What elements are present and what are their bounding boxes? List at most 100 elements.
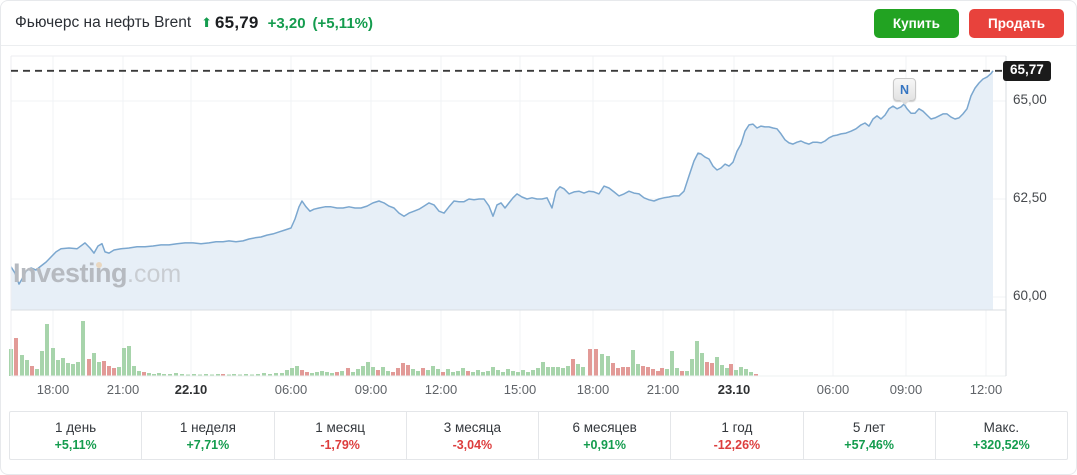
volume-bar [690,359,694,376]
volume-bar [646,367,650,376]
timeframe-tab-1[interactable]: 1 день +5,11% [10,412,141,459]
volume-bar [250,374,254,376]
volume-bar [496,370,500,376]
volume-bar [295,366,299,376]
volume-bar [262,373,266,376]
timeframe-change: +320,52% [973,437,1030,452]
volume-bar [401,363,405,376]
volume-bar [51,348,55,376]
volume-bar [739,367,743,376]
volume-bar [588,349,592,376]
last-price-badge: 65,77 [1003,60,1051,81]
volume-bar [346,368,350,376]
volume-bar [30,366,34,376]
volume-bar [61,358,65,376]
volume-bar [186,374,190,376]
timeframe-tab-4[interactable]: 3 месяца -3,04% [405,412,538,459]
volume-bar [636,364,640,376]
volume-bar [102,361,106,376]
timeframe-tab-7[interactable]: 5 лет +57,46% [802,412,935,459]
volume-bar [506,369,510,376]
volume-bar [466,371,470,376]
timeframe-tab-3[interactable]: 1 месяц -1,79% [273,412,406,459]
volume-bar [315,372,319,376]
volume-bar [541,362,545,376]
timeframe-label: Макс. [983,419,1020,435]
timeframe-tab-2[interactable]: 1 неделя +7,71% [141,412,273,459]
volume-bar [137,371,141,376]
volume-bar [734,370,738,376]
timeframe-label: 6 месяцев [572,419,637,435]
volume-bar [451,372,455,376]
volume-bar [45,324,49,376]
price-change-percent: (+5,11%) [312,14,374,32]
volume-bar [566,366,570,376]
volume-bar [511,371,515,376]
volume-bar [351,372,355,376]
volume-bar [600,354,604,376]
buy-button[interactable]: Купить [873,8,959,38]
volume-bar [446,369,450,376]
volume-bar [396,368,400,376]
volume-bar [376,370,380,376]
volume-bar [406,365,410,376]
volume-bar [162,374,166,376]
volume-bar [501,372,505,376]
volume-bar [285,370,289,376]
volume-bar [416,371,420,376]
volume-bar [521,370,525,376]
timeframe-label: 1 неделя [179,419,236,435]
volume-bar [725,368,729,376]
volume-bar [665,369,669,376]
timeframe-change: +5,11% [54,437,97,452]
timeframe-tab-6[interactable]: 1 год -12,26% [670,412,802,459]
volume-bar [366,362,370,376]
news-event-marker[interactable]: N [893,78,916,102]
volume-bar [581,367,585,376]
x-tick-label: 12:00 [969,382,1003,397]
volume-bar [749,372,753,376]
volume-bar [526,372,530,376]
volume-bar [551,367,555,376]
volume-bar [356,369,360,376]
volume-bar [680,371,684,376]
last-price: 65,79 [215,13,259,32]
volume-bar [361,366,365,376]
volume-bar [325,372,329,376]
volume-bar [320,371,324,376]
price-up-arrow-icon: ⬆ [201,15,213,31]
volume-bar [431,366,435,376]
sell-button[interactable]: Продать [968,8,1064,38]
timeframe-label: 1 год [721,419,753,435]
watermark-brand: Investing [13,258,128,288]
timeframe-tab-5[interactable]: 6 месяцев +0,91% [538,412,670,459]
timeframe-change: +57,46% [844,437,894,452]
chart-area[interactable]: Investing.com N 65,77 65,00 62,50 60,00 18:… [1,46,1076,411]
volume-bar [481,372,485,376]
volume-bar [71,364,75,376]
volume-bar [641,366,645,376]
volume-bar [651,369,655,376]
timeframe-tab-8[interactable]: Макс. +320,52% [934,412,1067,459]
volume-bar [660,368,664,376]
volume-bar [571,359,575,376]
volume-bar [97,362,101,376]
volume-bar [536,368,540,376]
volume-bar [371,367,375,376]
volume-bar [626,367,630,376]
volume-bar [290,368,294,376]
volume-bar [685,371,689,376]
volume-bar [621,367,625,376]
volume-bar [710,363,714,376]
x-tick-label: 12:00 [424,382,458,397]
x-tick-label: 18:00 [576,382,610,397]
volume-bar [471,372,475,376]
timeframe-bar: 1 день +5,11% 1 неделя +7,71% 1 месяц -1,79% 3… [9,411,1068,460]
volume-bar [670,351,674,376]
volume-bar [441,372,445,376]
x-tick-label: 09:00 [889,382,923,397]
volume-bar [92,353,96,376]
volume-bar [491,367,495,376]
x-tick-label: 06:00 [816,382,850,397]
